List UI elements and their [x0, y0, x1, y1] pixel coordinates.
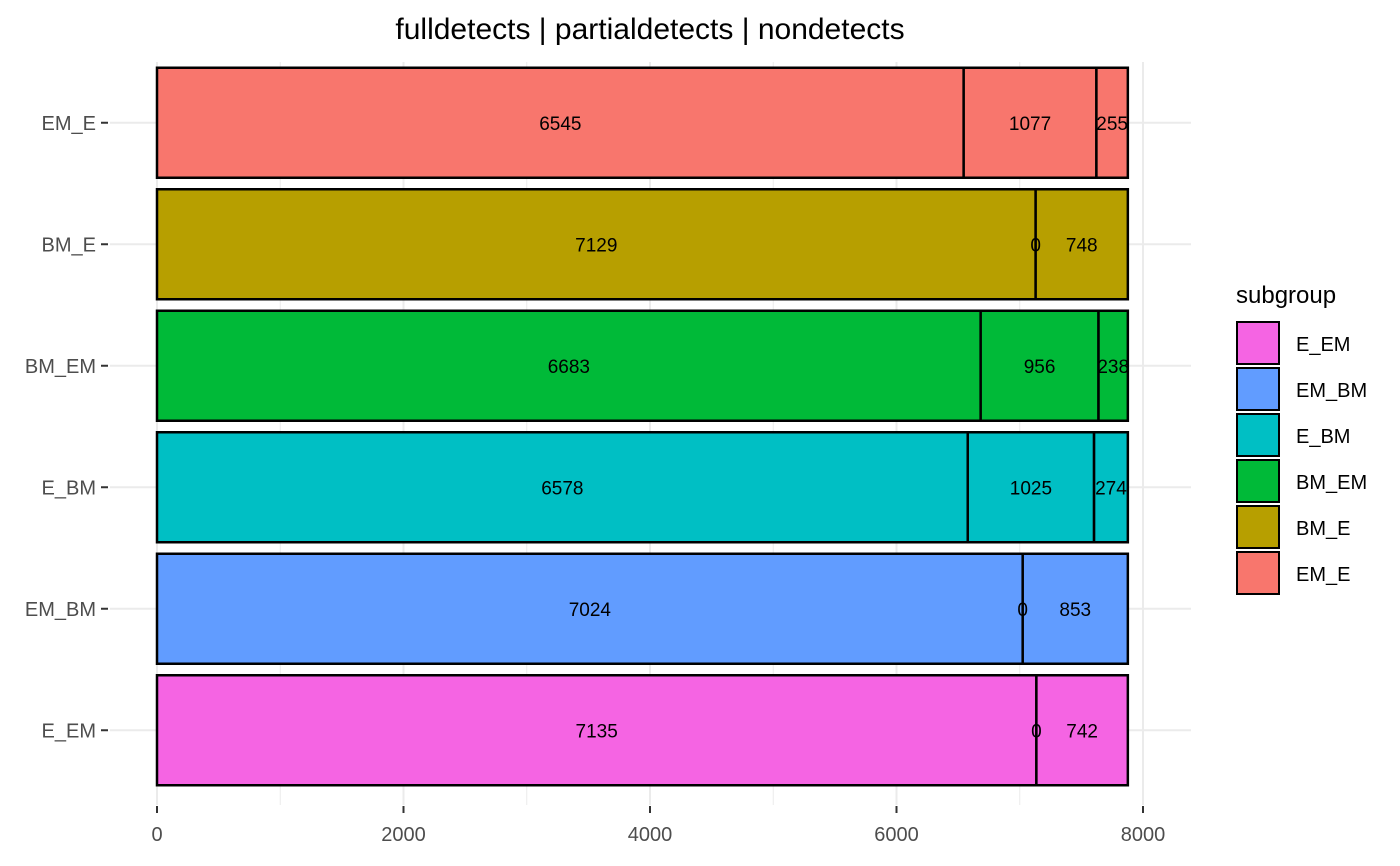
segment-label-BM_E-partialdetects: 0: [1030, 235, 1041, 256]
x-tick-label: 0: [151, 824, 162, 846]
legend-label-BM_E: BM_E: [1296, 518, 1350, 540]
segment-label-E_BM-partialdetects: 1025: [1010, 478, 1052, 499]
segment-label-BM_E-nondetects: 748: [1066, 235, 1098, 256]
legend-swatch-EM_BM: [1236, 367, 1280, 411]
segment-label-E_BM-fulldetects: 6578: [541, 478, 583, 499]
segment-label-EM_E-nondetects: 255: [1096, 114, 1128, 135]
segment-label-EM_BM-fulldetects: 7024: [569, 600, 612, 621]
bar-segment-E_BM-fulldetects: [155, 431, 969, 544]
bar-segment-BM_EM-partialdetects: [979, 309, 1100, 422]
bar-segment-BM_EM-fulldetects: [155, 309, 982, 422]
segment-label-BM_EM-nondetects: 238: [1097, 357, 1129, 378]
legend-swatch-BM_EM: [1236, 459, 1280, 503]
segment-label-E_EM-nondetects: 742: [1066, 721, 1098, 742]
x-axis: 0 2000 4000 6000 8000: [151, 806, 1165, 846]
segment-label-E_EM-fulldetects: 7135: [576, 721, 618, 742]
segment-label-E_EM-partialdetects: 0: [1031, 721, 1042, 742]
bar-segment-E_EM-fulldetects: [155, 674, 1038, 787]
segment-label-EM_BM-partialdetects: 0: [1017, 600, 1028, 621]
legend-swatch-E_EM: [1236, 321, 1280, 365]
bar-segment-EM_E-nondetects: [1095, 66, 1130, 179]
legend-label-E_EM: E_EM: [1296, 334, 1350, 356]
x-tick-label: 4000: [628, 824, 673, 846]
segment-label-EM_BM-nondetects: 853: [1059, 600, 1091, 621]
legend-label-BM_EM: BM_EM: [1296, 472, 1367, 494]
legend-swatch-BM_E: [1236, 505, 1280, 549]
legend-title: subgroup: [1236, 282, 1336, 309]
bars: [155, 66, 1130, 787]
y-tick-label: E_BM: [42, 477, 96, 499]
bar-segment-BM_E-fulldetects: [155, 188, 1037, 301]
legend-label-E_BM: E_BM: [1296, 426, 1350, 448]
x-tick-label: 6000: [874, 824, 919, 846]
legend-label-EM_E: EM_E: [1296, 564, 1350, 586]
segment-value-labels: 6545 1077 255 7129 0 748 6683 956 238 6578 1025 274…: [539, 114, 1129, 743]
bar-segment-E_BM-nondetects: [1092, 431, 1130, 544]
y-axis: EM_E BM_E BM_EM E_BM EM_BM E_EM: [25, 113, 108, 742]
segment-label-BM_E-fulldetects: 7129: [575, 235, 617, 256]
y-tick-label: EM_E: [42, 113, 96, 135]
legend-label-EM_BM: EM_BM: [1296, 380, 1367, 402]
bar-segment-EM_E-fulldetects: [155, 66, 965, 179]
bar-segment-BM_EM-nondetects: [1097, 309, 1130, 422]
legend-swatch-EM_E: [1236, 551, 1280, 595]
y-tick-label: BM_E: [42, 234, 96, 256]
bar-segment-BM_E-nondetects: [1034, 188, 1130, 301]
y-tick-label: E_EM: [42, 720, 96, 742]
segment-label-E_BM-nondetects: 274: [1095, 478, 1127, 499]
segment-label-BM_EM-partialdetects: 956: [1024, 357, 1056, 378]
y-tick-label: EM_BM: [25, 599, 96, 621]
bar-segment-EM_BM-nondetects: [1021, 552, 1130, 665]
x-tick-label: 2000: [381, 824, 426, 846]
bar-segment-E_EM-nondetects: [1035, 674, 1130, 787]
segment-label-EM_E-partialdetects: 1077: [1009, 114, 1051, 135]
x-tick-label: 8000: [1121, 824, 1166, 846]
legend-swatch-E_BM: [1236, 413, 1280, 457]
segment-label-BM_EM-fulldetects: 6683: [548, 357, 590, 378]
y-tick-label: BM_EM: [25, 356, 96, 378]
legend: subgroup E_EM EM_BM E_BM BM_EM BM_E EM_E: [1236, 282, 1367, 595]
bar-segment-EM_BM-fulldetects: [155, 552, 1024, 665]
chart-title: fulldetects | partialdetects | nondetect…: [395, 13, 904, 46]
segment-label-EM_E-fulldetects: 6545: [539, 114, 581, 135]
